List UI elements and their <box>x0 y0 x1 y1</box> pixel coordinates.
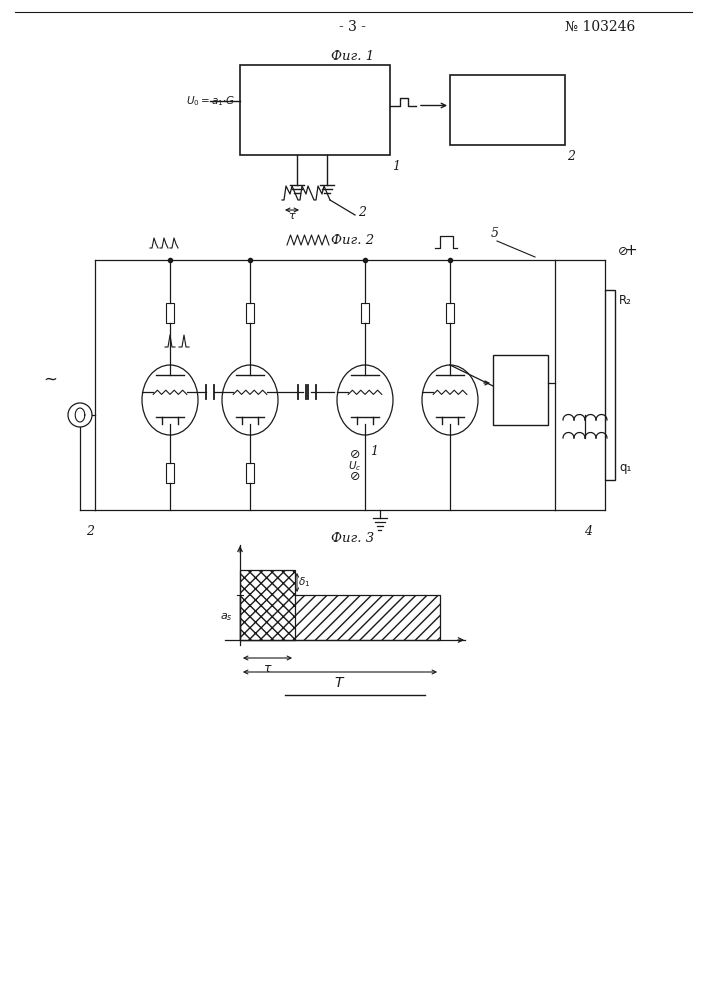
Text: 2: 2 <box>358 206 366 219</box>
Text: 5: 5 <box>491 227 499 240</box>
Text: $\tau$: $\tau$ <box>288 211 296 221</box>
Text: q₁: q₁ <box>619 462 631 475</box>
Bar <box>246 302 254 322</box>
Text: $a_s$: $a_s$ <box>221 612 233 623</box>
Bar <box>166 462 174 483</box>
Bar <box>493 355 548 425</box>
Bar <box>450 75 565 145</box>
Text: Фиг. 3: Фиг. 3 <box>332 532 375 545</box>
Bar <box>446 302 454 322</box>
Text: $U_c$: $U_c$ <box>349 459 362 473</box>
Text: 2: 2 <box>86 525 94 538</box>
Text: Фиг. 1: Фиг. 1 <box>332 50 375 63</box>
Text: ⊘: ⊘ <box>350 448 361 461</box>
Text: $\delta_1$: $\delta_1$ <box>298 575 310 589</box>
Text: 1: 1 <box>392 160 400 173</box>
Bar <box>605 290 615 480</box>
Text: ~: ~ <box>43 371 57 389</box>
Text: - 3 -: - 3 - <box>339 20 366 34</box>
Text: $T$: $T$ <box>334 676 346 690</box>
Ellipse shape <box>422 365 478 435</box>
Circle shape <box>68 403 92 427</box>
Bar <box>246 462 254 483</box>
Text: ⊘: ⊘ <box>618 245 629 258</box>
Text: 2: 2 <box>567 150 575 163</box>
Text: Фиг. 2: Фиг. 2 <box>332 234 375 247</box>
Text: +: + <box>624 243 638 258</box>
Bar <box>240 65 390 155</box>
Bar <box>240 570 295 640</box>
Bar <box>361 302 369 322</box>
Ellipse shape <box>222 365 278 435</box>
Bar <box>166 302 174 322</box>
Text: 1: 1 <box>370 445 378 458</box>
Text: $U_0{=}a_1{\cdot}G$: $U_0{=}a_1{\cdot}G$ <box>186 94 235 108</box>
Ellipse shape <box>337 365 393 435</box>
Text: ⊘: ⊘ <box>350 470 361 483</box>
Text: $\tau$: $\tau$ <box>263 662 272 675</box>
Bar <box>240 595 440 640</box>
Text: № 103246: № 103246 <box>565 20 636 34</box>
Text: R₂: R₂ <box>619 294 632 306</box>
Ellipse shape <box>142 365 198 435</box>
Text: 4: 4 <box>584 525 592 538</box>
